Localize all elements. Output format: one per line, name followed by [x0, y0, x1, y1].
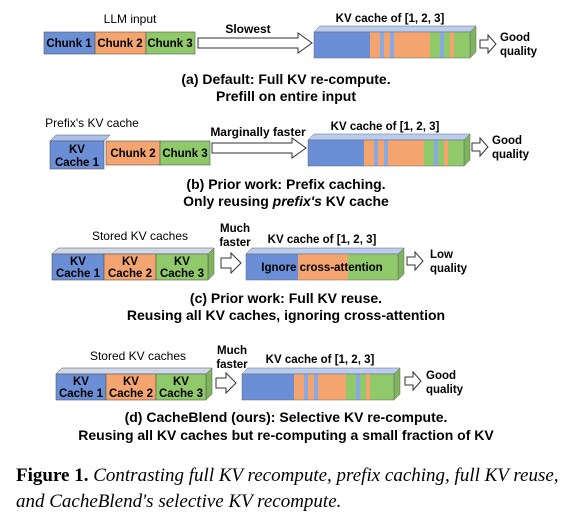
chunk-2-box-b: [105, 140, 161, 166]
kv3-d-line1: KV: [173, 376, 189, 388]
diagram-canvas: LLM input Chunk 1 Chunk 2 Chunk 3 Slowes…: [43, 12, 538, 443]
result-arrow-d: [404, 370, 422, 392]
quality-d-line2: quality: [426, 384, 464, 396]
panel-b: Prefix's KV cache KV Cache 1 Chunk 2 Chu…: [45, 116, 530, 209]
kv-cache-1-box-b: [49, 134, 111, 170]
caption-b-line2: Only reusing prefix's KV cache: [183, 193, 389, 209]
result-arrow-b: [471, 136, 489, 158]
kv-cache-label-a: KV cache of [1, 2, 3]: [336, 13, 445, 25]
much-faster-d-line1: Much: [217, 345, 247, 357]
caption-a-line2: Prefill on entire input: [216, 88, 356, 104]
chunk-2-label: Chunk 2: [97, 38, 142, 50]
chunk-3-label-b: Chunk 3: [162, 148, 207, 160]
caption-b-line1: (b) Prior work: Prefix caching.: [186, 176, 385, 192]
slowest-arrow: [197, 32, 313, 54]
kv-caches-d: [55, 367, 213, 401]
quality-b-line2: quality: [492, 149, 530, 161]
llm-input-label: LLM input: [104, 12, 157, 26]
kv2-c-line2: Cache 2: [108, 268, 152, 280]
much-faster-arrow-c: [220, 251, 242, 275]
caption-c-line2: Reusing all KV caches, ignoring cross-at…: [127, 307, 445, 323]
chunk-2-label-b: Chunk 2: [110, 148, 155, 160]
quality-a-line1: Good: [500, 32, 530, 44]
much-faster-c-line1: Much: [220, 223, 250, 235]
panel-d: Stored KV caches KV Cache 1 KV Cache 2 K…: [55, 345, 494, 443]
kv-cache-label-c: KV cache of [1, 2, 3]: [268, 234, 377, 246]
kv1-d-line2: Cache 1: [59, 388, 104, 400]
much-faster-c-line2: faster: [219, 237, 251, 249]
kv-cache-block-a: [313, 25, 477, 59]
quality-d-line1: Good: [426, 370, 456, 382]
much-faster-d-line2: faster: [216, 359, 248, 371]
chunk-3-box-b: [159, 140, 211, 166]
figure-caption-label: Figure 1.: [16, 465, 89, 486]
result-arrow-c: [406, 250, 424, 272]
much-faster-arrow-d: [215, 371, 237, 395]
marginally-faster-label: Marginally faster: [210, 125, 306, 139]
prefix-kv-label: Prefix's KV cache: [45, 116, 139, 130]
kv-cache-label-d: KV cache of [1, 2, 3]: [266, 354, 375, 366]
quality-b-line1: Good: [492, 135, 522, 147]
panel-a: LLM input Chunk 1 Chunk 2 Chunk 3 Slowes…: [43, 12, 538, 104]
quality-c-line1: Low: [430, 249, 453, 261]
kv2-c-line1: KV: [122, 256, 138, 268]
ignore-cross-attention-label: Ignore cross-attention: [261, 262, 382, 274]
kv-cache-block-c: [245, 247, 405, 281]
stored-kv-label-d: Stored KV caches: [90, 349, 186, 363]
chunk-1-label: Chunk 1: [46, 38, 92, 50]
marginally-faster-arrow: [211, 137, 307, 159]
caption-d-line2: Reusing all KV caches but re-computing a…: [78, 427, 494, 443]
slowest-label: Slowest: [225, 22, 270, 36]
figure-caption-text: Contrasting full KV recompute, prefix ca…: [16, 465, 559, 512]
chunk-3-label: Chunk 3: [147, 38, 192, 50]
caption-d-line1: (d) CacheBlend (ours): Selective KV re-c…: [125, 409, 448, 425]
kv-cache-block-d: [241, 367, 401, 401]
kv2-d-line1: KV: [123, 376, 139, 388]
kv2-d-line2: Cache 2: [109, 388, 153, 400]
kv-caches-c: [51, 247, 215, 281]
kv1-d-line1: KV: [73, 376, 89, 388]
kv-cache-block-b: [307, 133, 471, 167]
stored-kv-label-c: Stored KV caches: [92, 229, 188, 243]
chunk-3-box: [145, 31, 196, 55]
kv1-b-line2: Cache 1: [55, 157, 100, 169]
result-arrow-a: [479, 33, 497, 55]
quality-a-line2: quality: [500, 46, 538, 58]
quality-c-line2: quality: [430, 263, 468, 275]
figure-caption: Figure 1. Contrasting full KV recompute,…: [16, 463, 561, 515]
kv1-c-line2: Cache 1: [56, 268, 101, 280]
kv3-c-line1: KV: [174, 256, 190, 268]
panel-c: Stored KV caches KV Cache 1 KV Cache 2 K…: [51, 223, 468, 323]
caption-c-line1: (c) Prior work: Full KV reuse.: [190, 290, 382, 306]
kv1-b-line1: KV: [69, 144, 85, 156]
caption-a-line1: (a) Default: Full KV re-compute.: [181, 71, 390, 87]
kv3-c-line2: Cache 3: [160, 268, 204, 280]
kv1-c-line1: KV: [70, 256, 86, 268]
kv3-d-line2: Cache 3: [159, 388, 203, 400]
kv-cache-label-b: KV cache of [1, 2, 3]: [331, 121, 440, 133]
